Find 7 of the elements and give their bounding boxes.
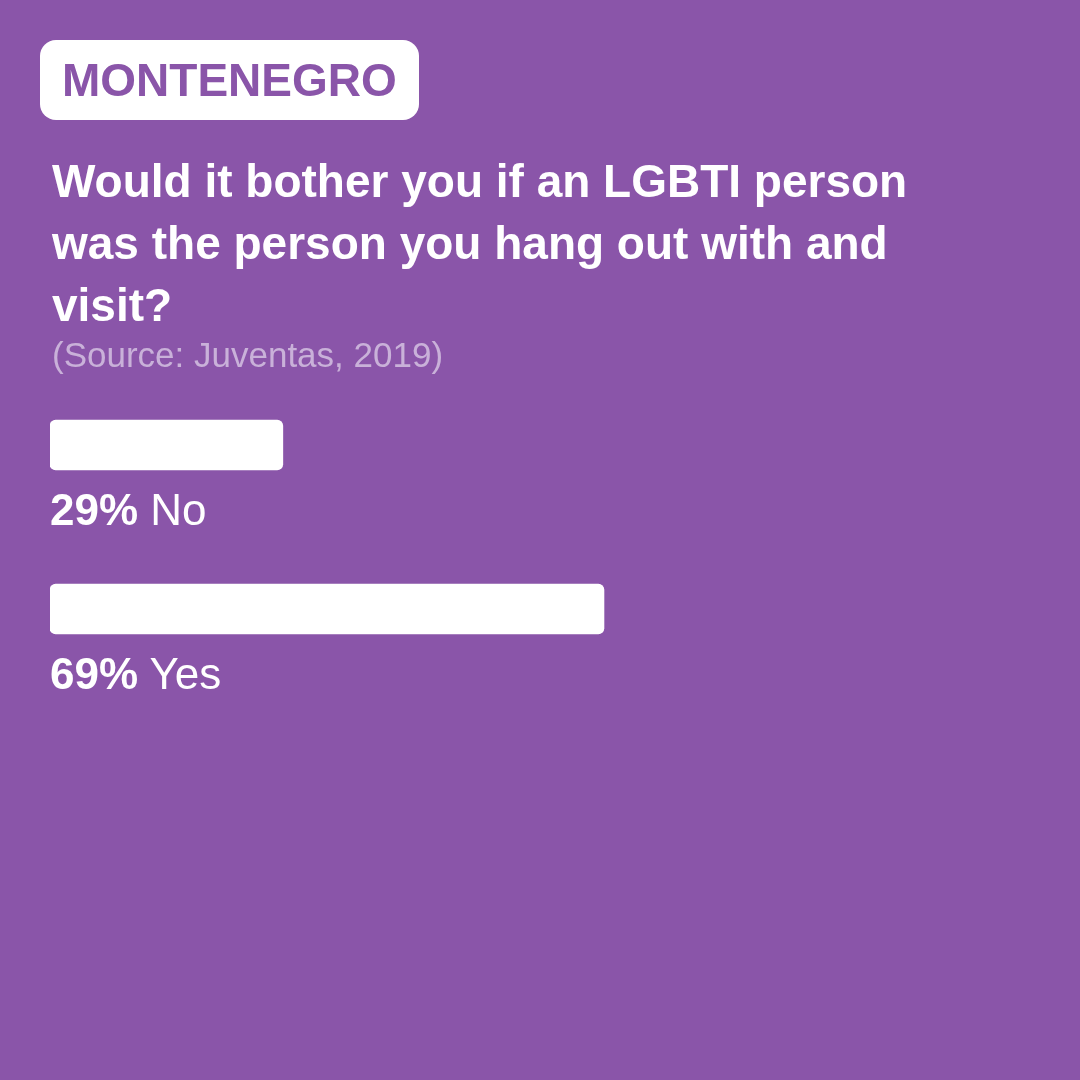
- y-tick-label: No: [138, 485, 207, 534]
- text: (Source: Juventas, 2019): [52, 335, 444, 375]
- chart-subtitle: MONTENEGRO: [40, 40, 419, 120]
- data-label: 69%: [50, 649, 139, 698]
- y-tick-label: Yes: [138, 649, 222, 698]
- data-label: 29%: [50, 485, 139, 534]
- chart-title: Would it bother you if an LGBTI person was the person you hang out with and visit?: [52, 154, 909, 333]
